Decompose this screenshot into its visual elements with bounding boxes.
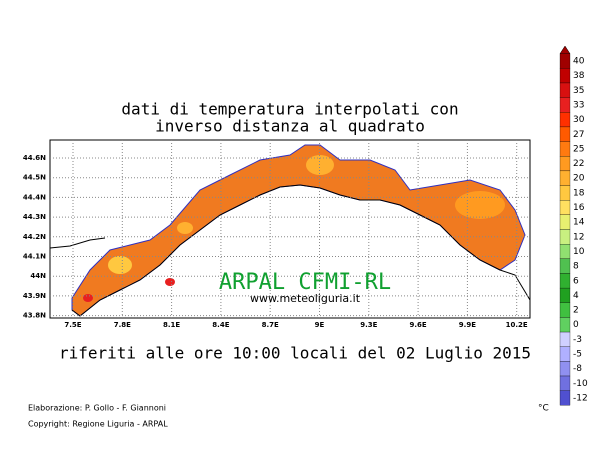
border <box>49 237 106 249</box>
colorbar-label: 30 <box>573 115 585 125</box>
caption: riferiti alle ore 10:00 locali del 02 Lu… <box>59 344 531 363</box>
hot-spot <box>165 278 175 286</box>
lon-tick-label: 7.5E <box>64 321 81 329</box>
colorbar-label: -5 <box>573 350 582 360</box>
colorbar-label: 14 <box>573 218 585 228</box>
lat-tick-label: 44.1N <box>23 253 46 261</box>
colorbar-label: 10 <box>573 247 585 257</box>
colorbar-swatch <box>559 361 571 377</box>
hot-spot <box>455 191 505 219</box>
colorbar-unit: °C <box>538 404 549 414</box>
hot-spot <box>108 256 132 274</box>
colorbar-swatch <box>559 375 571 391</box>
colorbar-swatch <box>559 229 571 245</box>
lon-tick-label: 10.2E <box>506 321 528 329</box>
colorbar-label: -10 <box>573 379 588 389</box>
grid <box>50 140 530 318</box>
colorbar-swatch <box>559 82 571 98</box>
hot-spot <box>177 222 193 234</box>
colorbar-swatch <box>559 112 571 128</box>
colorbar-swatch <box>559 126 571 142</box>
colorbar-swatch <box>559 141 571 157</box>
colorbar-swatch <box>559 214 571 230</box>
lon-tick-label: 9.3E <box>360 321 377 329</box>
colorbar-swatch <box>559 273 571 289</box>
colorbar-label: 4 <box>573 291 579 301</box>
lat-tick-label: 44.5N <box>23 174 46 182</box>
title-line: dati di temperatura interpolati con <box>121 100 458 119</box>
colorbar-swatch <box>559 317 571 333</box>
colorbar-label: 35 <box>573 86 584 96</box>
lat-tick-label: 44.3N <box>23 213 46 221</box>
colorbar-swatch <box>559 185 571 201</box>
colorbar-swatch <box>559 390 571 406</box>
colorbar-swatch <box>559 68 571 84</box>
colorbar-swatch <box>559 331 571 347</box>
colorbar-label: 33 <box>573 100 584 110</box>
lat-tick-label: 44.6N <box>23 154 46 162</box>
colorbar-label: 25 <box>573 144 584 154</box>
colorbar-label: 2 <box>573 306 579 316</box>
colorbar-label: -3 <box>573 335 582 345</box>
colorbar-swatch <box>559 287 571 303</box>
lon-tick-label: 9.9E <box>459 321 476 329</box>
colorbar-label: 20 <box>573 174 585 184</box>
colorbar-swatch <box>559 302 571 318</box>
lon-tick-label: 7.8E <box>114 321 131 329</box>
hot-spot <box>83 294 93 302</box>
credit: Copyright: Regione Liguria - ARPAL <box>28 420 168 429</box>
colorbar-swatch <box>559 97 571 113</box>
colorbar: 403835333027252220181614121086420-3-5-8-… <box>559 45 588 406</box>
colorbar-label: 0 <box>573 320 579 330</box>
coastline <box>71 184 531 317</box>
lon-tick-label: 9.6E <box>410 321 427 329</box>
lat-tick-label: 44.2N <box>23 233 46 241</box>
title-line: inverso distanza al quadrato <box>155 117 425 136</box>
colorbar-swatch <box>559 53 571 69</box>
colorbar-cap <box>559 45 571 54</box>
watermark-name: ARPAL CFMI-RL <box>219 270 391 295</box>
colorbar-swatch <box>559 244 571 259</box>
watermark-url: www.meteoliguria.it <box>250 292 361 305</box>
credit: Elaborazione: P. Gollo - F. Giannoni <box>28 404 166 413</box>
colorbar-label: 27 <box>573 130 584 140</box>
colorbar-label: 6 <box>573 276 579 286</box>
colorbar-label: 12 <box>573 232 584 242</box>
lon-tick-label: 8.7E <box>262 321 279 329</box>
colorbar-label: -12 <box>573 394 588 404</box>
lon-tick-label: 8.1E <box>163 321 180 329</box>
colorbar-swatch <box>559 170 571 186</box>
colorbar-label: -8 <box>573 364 582 374</box>
map <box>49 139 531 319</box>
colorbar-label: 18 <box>573 188 585 198</box>
colorbar-label: 38 <box>573 71 585 81</box>
colorbar-swatch <box>559 200 571 215</box>
lat-tick-label: 43.9N <box>23 292 46 300</box>
colorbar-swatch <box>559 346 571 362</box>
lon-tick-label: 8.4E <box>212 321 229 329</box>
lat-tick-label: 44.4N <box>23 193 46 201</box>
lat-tick-label: 43.8N <box>23 312 46 320</box>
lon-tick-label: 9E <box>315 321 325 329</box>
colorbar-label: 16 <box>573 203 585 213</box>
colorbar-label: 22 <box>573 159 584 169</box>
colorbar-swatch <box>559 258 571 274</box>
colorbar-swatch <box>559 156 571 172</box>
colorbar-label: 8 <box>573 262 579 272</box>
colorbar-label: 40 <box>573 57 585 67</box>
lat-tick-label: 44N <box>30 272 46 280</box>
